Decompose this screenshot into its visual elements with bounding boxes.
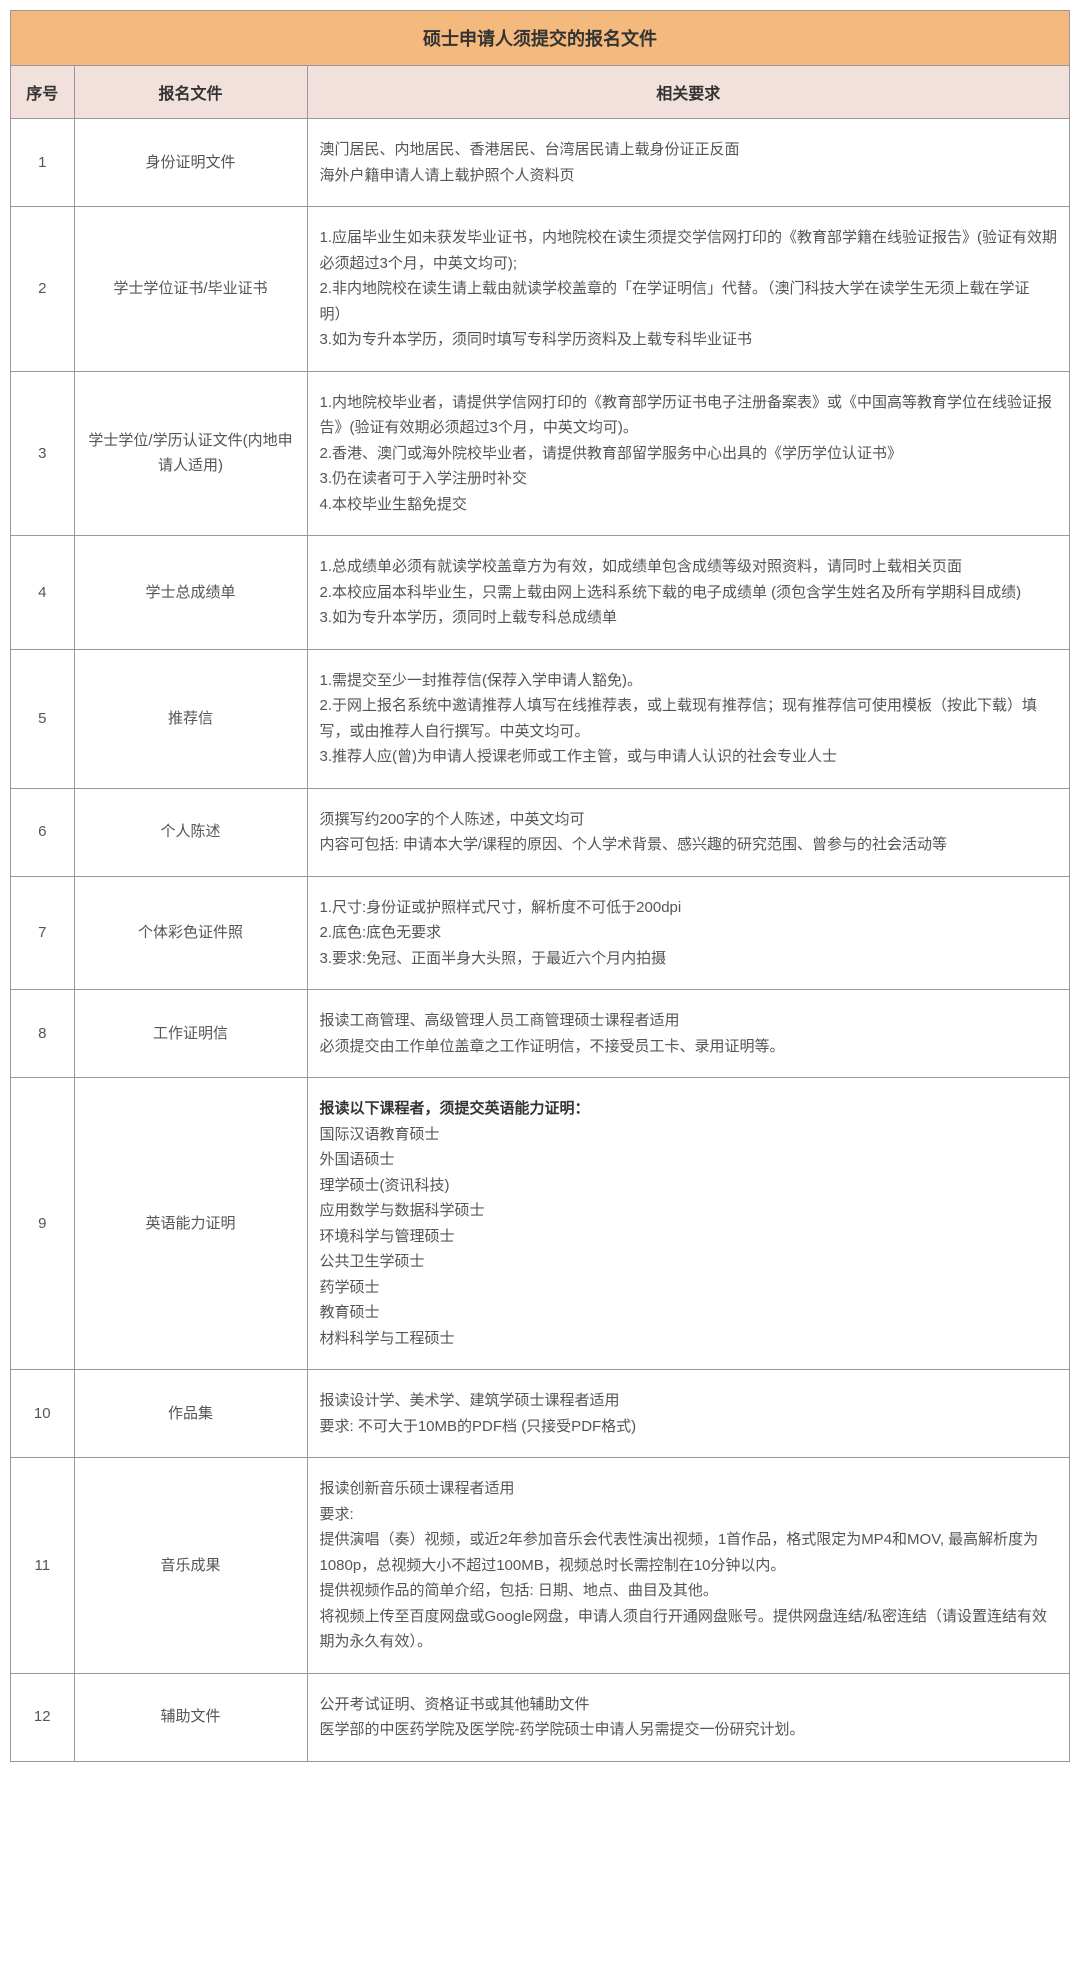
cell-seq: 4 xyxy=(11,536,75,650)
cell-doc: 音乐成果 xyxy=(74,1458,307,1674)
table-row: 1身份证明文件澳门居民、内地居民、香港居民、台湾居民请上载身份证正反面 海外户籍… xyxy=(11,119,1070,207)
req-content: 报读设计学、美术学、建筑学硕士课程者适用 要求: 不可大于10MB的PDF档 (… xyxy=(320,1388,1058,1439)
table-row: 6个人陈述须撰写约200字的个人陈述，中英文均可 内容可包括: 申请本大学/课程… xyxy=(11,788,1070,876)
table-body: 1身份证明文件澳门居民、内地居民、香港居民、台湾居民请上载身份证正反面 海外户籍… xyxy=(11,119,1070,1762)
header-seq: 序号 xyxy=(11,66,75,119)
cell-seq: 9 xyxy=(11,1078,75,1370)
cell-seq: 1 xyxy=(11,119,75,207)
cell-req: 公开考试证明、资格证书或其他辅助文件 医学部的中医药学院及医学院-药学院硕士申请… xyxy=(307,1673,1070,1761)
cell-doc: 作品集 xyxy=(74,1370,307,1458)
cell-req: 报读创新音乐硕士课程者适用 要求: 提供演唱（奏）视频，或近2年参加音乐会代表性… xyxy=(307,1458,1070,1674)
table-row: 3学士学位/学历认证文件(内地申请人适用)1.内地院校毕业者，请提供学信网打印的… xyxy=(11,371,1070,536)
cell-doc: 学士学位/学历认证文件(内地申请人适用) xyxy=(74,371,307,536)
table-header-row: 序号 报名文件 相关要求 xyxy=(11,66,1070,119)
req-content: 1.需提交至少一封推荐信(保荐入学申请人豁免)。 2.于网上报名系统中邀请推荐人… xyxy=(320,668,1058,770)
table-title: 硕士申请人须提交的报名文件 xyxy=(11,11,1070,66)
cell-doc: 身份证明文件 xyxy=(74,119,307,207)
cell-req: 须撰写约200字的个人陈述，中英文均可 内容可包括: 申请本大学/课程的原因、个… xyxy=(307,788,1070,876)
cell-doc: 学士总成绩单 xyxy=(74,536,307,650)
table-row: 2学士学位证书/毕业证书1.应届毕业生如未获发毕业证书，内地院校在读生须提交学信… xyxy=(11,207,1070,372)
req-content: 1.应届毕业生如未获发毕业证书，内地院校在读生须提交学信网打印的《教育部学籍在线… xyxy=(320,225,1058,353)
cell-req: 报读工商管理、高级管理人员工商管理硕士课程者适用 必须提交由工作单位盖章之工作证… xyxy=(307,990,1070,1078)
documents-table: 硕士申请人须提交的报名文件 序号 报名文件 相关要求 1身份证明文件澳门居民、内… xyxy=(10,10,1070,1762)
table-row: 12辅助文件公开考试证明、资格证书或其他辅助文件 医学部的中医药学院及医学院-药… xyxy=(11,1673,1070,1761)
cell-seq: 2 xyxy=(11,207,75,372)
table-row: 11音乐成果报读创新音乐硕士课程者适用 要求: 提供演唱（奏）视频，或近2年参加… xyxy=(11,1458,1070,1674)
cell-req: 1.应届毕业生如未获发毕业证书，内地院校在读生须提交学信网打印的《教育部学籍在线… xyxy=(307,207,1070,372)
cell-doc: 个人陈述 xyxy=(74,788,307,876)
cell-seq: 10 xyxy=(11,1370,75,1458)
req-content: 报读创新音乐硕士课程者适用 要求: 提供演唱（奏）视频，或近2年参加音乐会代表性… xyxy=(320,1476,1058,1655)
cell-seq: 7 xyxy=(11,876,75,990)
req-content: 报读工商管理、高级管理人员工商管理硕士课程者适用 必须提交由工作单位盖章之工作证… xyxy=(320,1008,1058,1059)
req-content: 1.尺寸:身份证或护照样式尺寸，解析度不可低于200dpi 2.底色:底色无要求… xyxy=(320,895,1058,972)
req-content: 国际汉语教育硕士 外国语硕士 理学硕士(资讯科技) 应用数学与数据科学硕士 环境… xyxy=(320,1122,1058,1352)
cell-req: 1.需提交至少一封推荐信(保荐入学申请人豁免)。 2.于网上报名系统中邀请推荐人… xyxy=(307,649,1070,788)
cell-req: 1.尺寸:身份证或护照样式尺寸，解析度不可低于200dpi 2.底色:底色无要求… xyxy=(307,876,1070,990)
cell-doc: 推荐信 xyxy=(74,649,307,788)
cell-seq: 5 xyxy=(11,649,75,788)
cell-req: 1.内地院校毕业者，请提供学信网打印的《教育部学历证书电子注册备案表》或《中国高… xyxy=(307,371,1070,536)
cell-req: 澳门居民、内地居民、香港居民、台湾居民请上载身份证正反面 海外户籍申请人请上载护… xyxy=(307,119,1070,207)
cell-seq: 3 xyxy=(11,371,75,536)
cell-doc: 学士学位证书/毕业证书 xyxy=(74,207,307,372)
cell-seq: 6 xyxy=(11,788,75,876)
req-bold-line: 报读以下课程者，须提交英语能力证明： xyxy=(320,1096,1058,1122)
req-content: 须撰写约200字的个人陈述，中英文均可 内容可包括: 申请本大学/课程的原因、个… xyxy=(320,807,1058,858)
header-req: 相关要求 xyxy=(307,66,1070,119)
cell-seq: 8 xyxy=(11,990,75,1078)
cell-req: 1.总成绩单必须有就读学校盖章方为有效，如成绩单包含成绩等级对照资料，请同时上载… xyxy=(307,536,1070,650)
cell-doc: 工作证明信 xyxy=(74,990,307,1078)
cell-seq: 11 xyxy=(11,1458,75,1674)
cell-req: 报读设计学、美术学、建筑学硕士课程者适用 要求: 不可大于10MB的PDF档 (… xyxy=(307,1370,1070,1458)
cell-doc: 个体彩色证件照 xyxy=(74,876,307,990)
table-row: 9英语能力证明报读以下课程者，须提交英语能力证明：国际汉语教育硕士 外国语硕士 … xyxy=(11,1078,1070,1370)
table-row: 7个体彩色证件照1.尺寸:身份证或护照样式尺寸，解析度不可低于200dpi 2.… xyxy=(11,876,1070,990)
cell-seq: 12 xyxy=(11,1673,75,1761)
table-row: 10作品集报读设计学、美术学、建筑学硕士课程者适用 要求: 不可大于10MB的P… xyxy=(11,1370,1070,1458)
req-content: 公开考试证明、资格证书或其他辅助文件 医学部的中医药学院及医学院-药学院硕士申请… xyxy=(320,1692,1058,1743)
req-content: 澳门居民、内地居民、香港居民、台湾居民请上载身份证正反面 海外户籍申请人请上载护… xyxy=(320,137,1058,188)
req-content: 1.总成绩单必须有就读学校盖章方为有效，如成绩单包含成绩等级对照资料，请同时上载… xyxy=(320,554,1058,631)
cell-doc: 辅助文件 xyxy=(74,1673,307,1761)
table-row: 8工作证明信报读工商管理、高级管理人员工商管理硕士课程者适用 必须提交由工作单位… xyxy=(11,990,1070,1078)
table-row: 4学士总成绩单1.总成绩单必须有就读学校盖章方为有效，如成绩单包含成绩等级对照资… xyxy=(11,536,1070,650)
req-content: 1.内地院校毕业者，请提供学信网打印的《教育部学历证书电子注册备案表》或《中国高… xyxy=(320,390,1058,518)
cell-doc: 英语能力证明 xyxy=(74,1078,307,1370)
header-doc: 报名文件 xyxy=(74,66,307,119)
table-row: 5推荐信1.需提交至少一封推荐信(保荐入学申请人豁免)。 2.于网上报名系统中邀… xyxy=(11,649,1070,788)
cell-req: 报读以下课程者，须提交英语能力证明：国际汉语教育硕士 外国语硕士 理学硕士(资讯… xyxy=(307,1078,1070,1370)
